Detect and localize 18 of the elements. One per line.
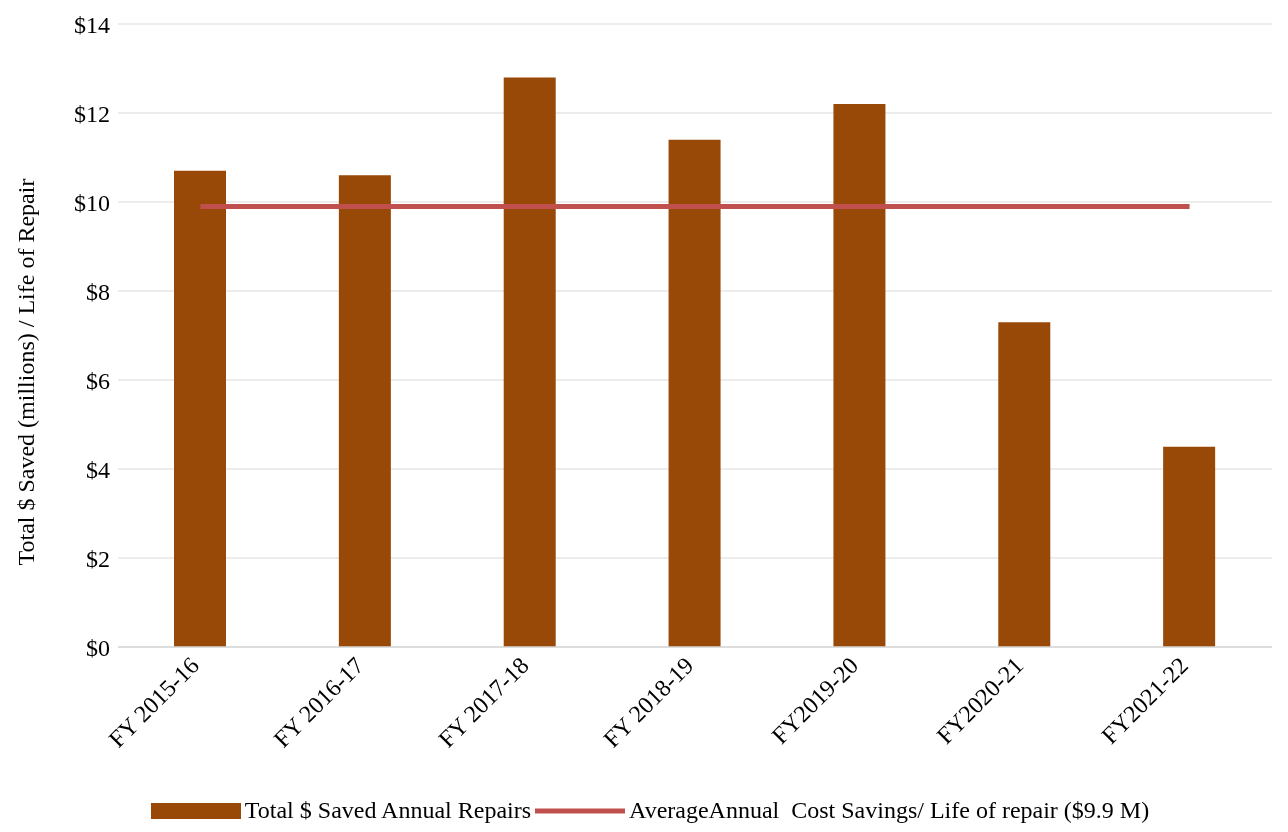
bar: [338, 175, 391, 647]
y-axis-title: Total $ Saved (millions) / Life of Repair: [12, 178, 39, 566]
y-tick-label: $12: [74, 100, 110, 127]
y-tick-label: $14: [74, 11, 110, 38]
legend-label: AverageAnnual Cost Savings/ Life of repair ($9.9 M): [629, 797, 1150, 824]
bar: [668, 139, 721, 647]
y-tick-label: $0: [86, 634, 110, 661]
bar: [174, 170, 226, 647]
legend-label: Total $ Saved Annual Repairs: [244, 797, 532, 824]
bar: [503, 77, 556, 647]
y-tick-label: $8: [86, 278, 110, 305]
y-tick-label: $4: [86, 456, 110, 483]
y-tick-label: $2: [86, 545, 110, 572]
bar: [998, 322, 1051, 647]
y-tick-label: $10: [74, 189, 110, 216]
bar: [1163, 446, 1216, 647]
bar: [833, 104, 886, 647]
y-tick-label: $6: [86, 367, 110, 394]
